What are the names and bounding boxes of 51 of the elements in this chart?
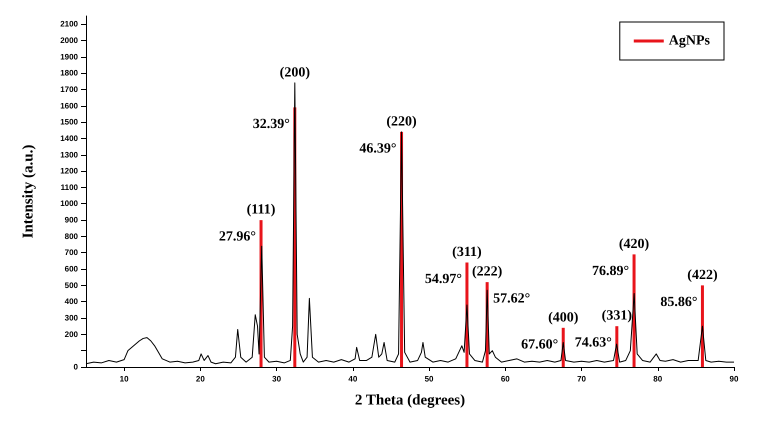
annotation: (400) — [548, 310, 579, 326]
y-tick-label: 1400 — [60, 134, 79, 143]
annotation: 76.89° — [592, 264, 630, 279]
x-tick-label: 20 — [196, 374, 206, 384]
annotation: (220) — [386, 114, 418, 130]
x-tick-label: 70 — [577, 374, 587, 384]
annotation: (422) — [687, 268, 718, 283]
y-tick-label: 300 — [64, 314, 79, 323]
y-tick-label: 1600 — [60, 101, 79, 110]
y-tick-label: 0 — [74, 362, 79, 372]
y-tick-label: 800 — [64, 232, 79, 241]
y-axis-title: Intensity (a.u.) — [20, 144, 36, 238]
y-tick-label: 2000 — [60, 36, 79, 45]
annotation: 27.96° — [218, 230, 256, 245]
annotation: (311) — [452, 245, 482, 260]
annotation: 57.62° — [493, 292, 530, 307]
y-tick-label: 700 — [64, 248, 79, 258]
annotation: (222) — [472, 264, 503, 280]
annotation: 74.63° — [574, 336, 612, 351]
legend-label: AgNPs — [668, 34, 711, 48]
y-tick-label: 1500 — [60, 118, 79, 127]
annotation: 67.60° — [521, 337, 558, 352]
x-axis-title: 2 Theta (degrees) — [354, 392, 466, 408]
annotation: 54.97° — [424, 272, 462, 288]
y-tick-label: 1100 — [60, 182, 79, 192]
annotation: (331) — [602, 308, 632, 324]
y-tick-label: 1300 — [60, 150, 79, 160]
annotation: (111) — [246, 202, 276, 218]
x-tick-label: 80 — [653, 374, 663, 384]
y-tick-label: 1200 — [60, 166, 79, 176]
y-tick-label: 1800 — [60, 68, 79, 78]
y-tick-label: 1000 — [60, 199, 79, 208]
y-tick-label: 600 — [64, 264, 79, 274]
y-tick-label: 1700 — [60, 84, 79, 94]
x-tick-label: 10 — [120, 374, 130, 384]
annotation: 85.86° — [660, 294, 698, 310]
annotation: (200) — [280, 65, 310, 80]
x-tick-label: 30 — [272, 374, 282, 384]
annotation: 32.39° — [252, 116, 290, 132]
x-tick-label: 60 — [500, 374, 510, 384]
y-tick-label: 400 — [64, 297, 79, 306]
y-tick-label: 1900 — [60, 52, 79, 62]
x-tick-label: 50 — [424, 374, 434, 384]
y-tick-label: 500 — [64, 280, 79, 290]
annotation: (420) — [618, 236, 650, 252]
x-tick-label: 90 — [730, 374, 739, 384]
y-tick-label: 900 — [64, 216, 79, 225]
x-tick-label: 40 — [348, 374, 358, 384]
y-tick-label: 2100 — [60, 20, 79, 29]
annotation: 46.39° — [359, 141, 397, 156]
y-tick-label: 200 — [64, 330, 79, 339]
